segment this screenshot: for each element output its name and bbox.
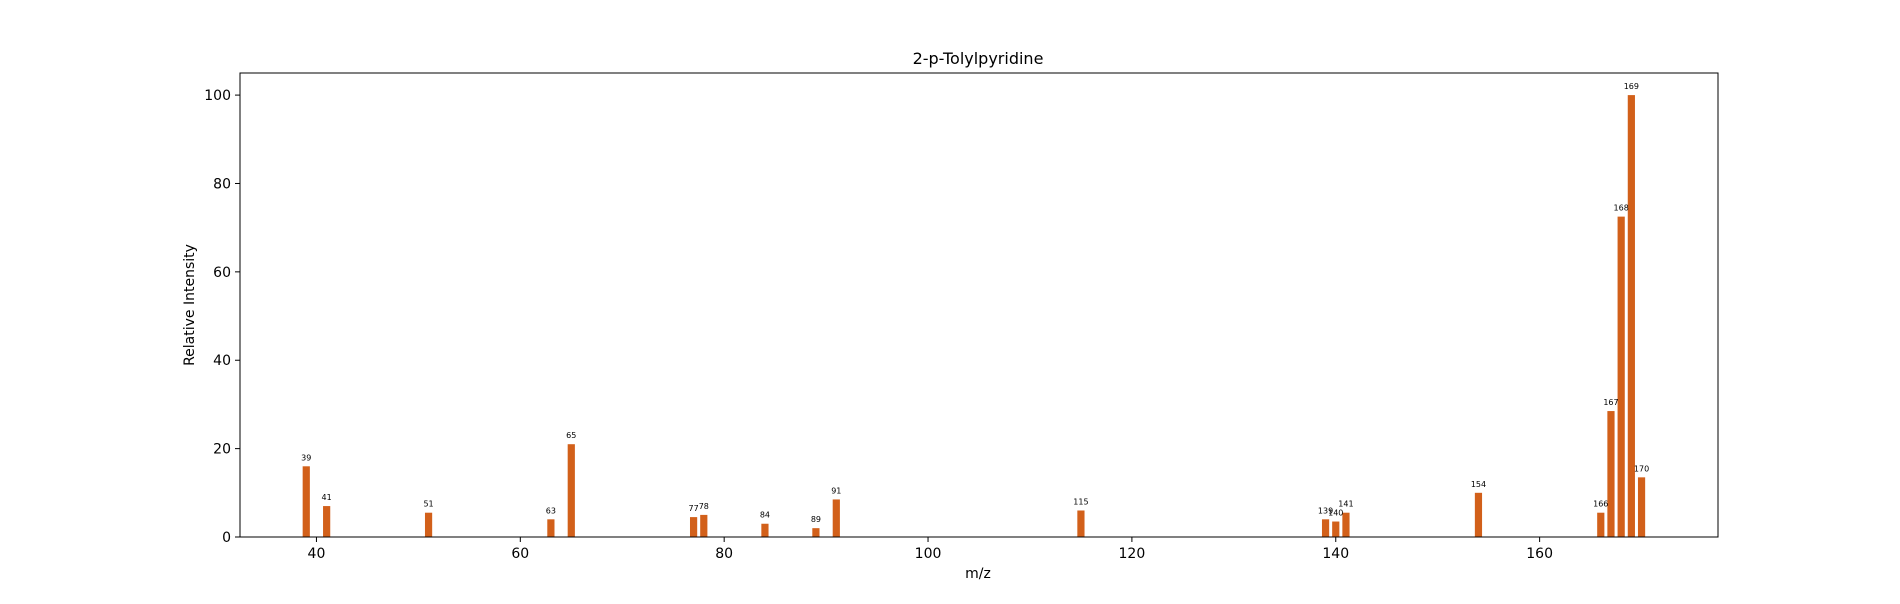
bar-label-115: 115 bbox=[1073, 497, 1088, 506]
bar-label-77: 77 bbox=[688, 504, 698, 513]
bar-mz-140 bbox=[1332, 521, 1340, 537]
bar-mz-139 bbox=[1321, 519, 1330, 537]
bar-mz-154 bbox=[1474, 492, 1483, 537]
x-axis-label: m/z bbox=[965, 566, 991, 582]
y-tick-label: 20 bbox=[213, 442, 231, 458]
bar-label-140: 140 bbox=[1328, 509, 1343, 518]
bar-label-168: 168 bbox=[1614, 204, 1629, 213]
x-tick-label: 100 bbox=[915, 546, 942, 562]
bar-mz-77 bbox=[689, 517, 698, 537]
bar-mz-41 bbox=[323, 506, 331, 537]
bar-label-89: 89 bbox=[811, 515, 821, 524]
bar-label-63: 63 bbox=[546, 506, 556, 515]
bars-layer bbox=[302, 95, 1646, 537]
x-axis-ticks: 40 60 80 100 120 140 160 bbox=[308, 537, 1553, 562]
bar-mz-115 bbox=[1077, 510, 1085, 537]
plot-frame bbox=[239, 72, 1719, 538]
y-tick-label: 40 bbox=[213, 353, 231, 369]
bar-mz-167 bbox=[1607, 411, 1615, 537]
chart-title: 2-p-Tolylpyridine bbox=[913, 49, 1044, 68]
bar-label-91: 91 bbox=[831, 486, 841, 495]
bar-mz-168 bbox=[1617, 216, 1625, 537]
bar-label-169: 169 bbox=[1624, 82, 1639, 91]
bar-label-166: 166 bbox=[1593, 500, 1608, 509]
bar-mz-51 bbox=[424, 512, 433, 537]
x-tick-label: 40 bbox=[308, 546, 326, 562]
bar-mz-169 bbox=[1627, 95, 1635, 537]
bar-mz-65 bbox=[567, 444, 575, 537]
bar-label-78: 78 bbox=[699, 502, 709, 511]
bar-label-170: 170 bbox=[1634, 464, 1649, 473]
y-tick-label: 60 bbox=[213, 265, 231, 281]
y-tick-label: 100 bbox=[204, 88, 231, 104]
bar-mz-170 bbox=[1637, 477, 1646, 537]
bar-mz-141 bbox=[1342, 512, 1350, 537]
x-tick-label: 140 bbox=[1322, 546, 1349, 562]
x-tick-label: 120 bbox=[1119, 546, 1146, 562]
bar-label-51: 51 bbox=[423, 500, 433, 509]
y-axis-label: Relative Intensity bbox=[182, 244, 198, 366]
bar-label-154: 154 bbox=[1471, 480, 1486, 489]
bar-label-41: 41 bbox=[322, 493, 332, 502]
bar-label-141: 141 bbox=[1338, 500, 1353, 509]
bar-mz-78 bbox=[700, 514, 708, 537]
bar-label-84: 84 bbox=[760, 511, 770, 520]
bar-label-167: 167 bbox=[1603, 398, 1618, 407]
y-axis-ticks: 0 20 40 60 80 100 bbox=[204, 88, 240, 546]
bar-mz-91 bbox=[832, 499, 840, 537]
y-tick-label: 80 bbox=[213, 176, 231, 192]
x-tick-label: 80 bbox=[715, 546, 733, 562]
bar-mz-89 bbox=[812, 528, 820, 537]
bar-label-139: 139 bbox=[1318, 506, 1333, 515]
x-tick-label: 60 bbox=[511, 546, 529, 562]
bar-mz-166 bbox=[1597, 512, 1605, 537]
x-tick-label: 160 bbox=[1526, 546, 1553, 562]
bar-label-39: 39 bbox=[301, 453, 311, 462]
y-tick-label: 0 bbox=[222, 530, 231, 546]
bar-mz-39 bbox=[302, 466, 310, 537]
bar-mz-63 bbox=[547, 519, 555, 537]
bar-mz-84 bbox=[761, 523, 769, 537]
bar-label-65: 65 bbox=[566, 431, 576, 440]
